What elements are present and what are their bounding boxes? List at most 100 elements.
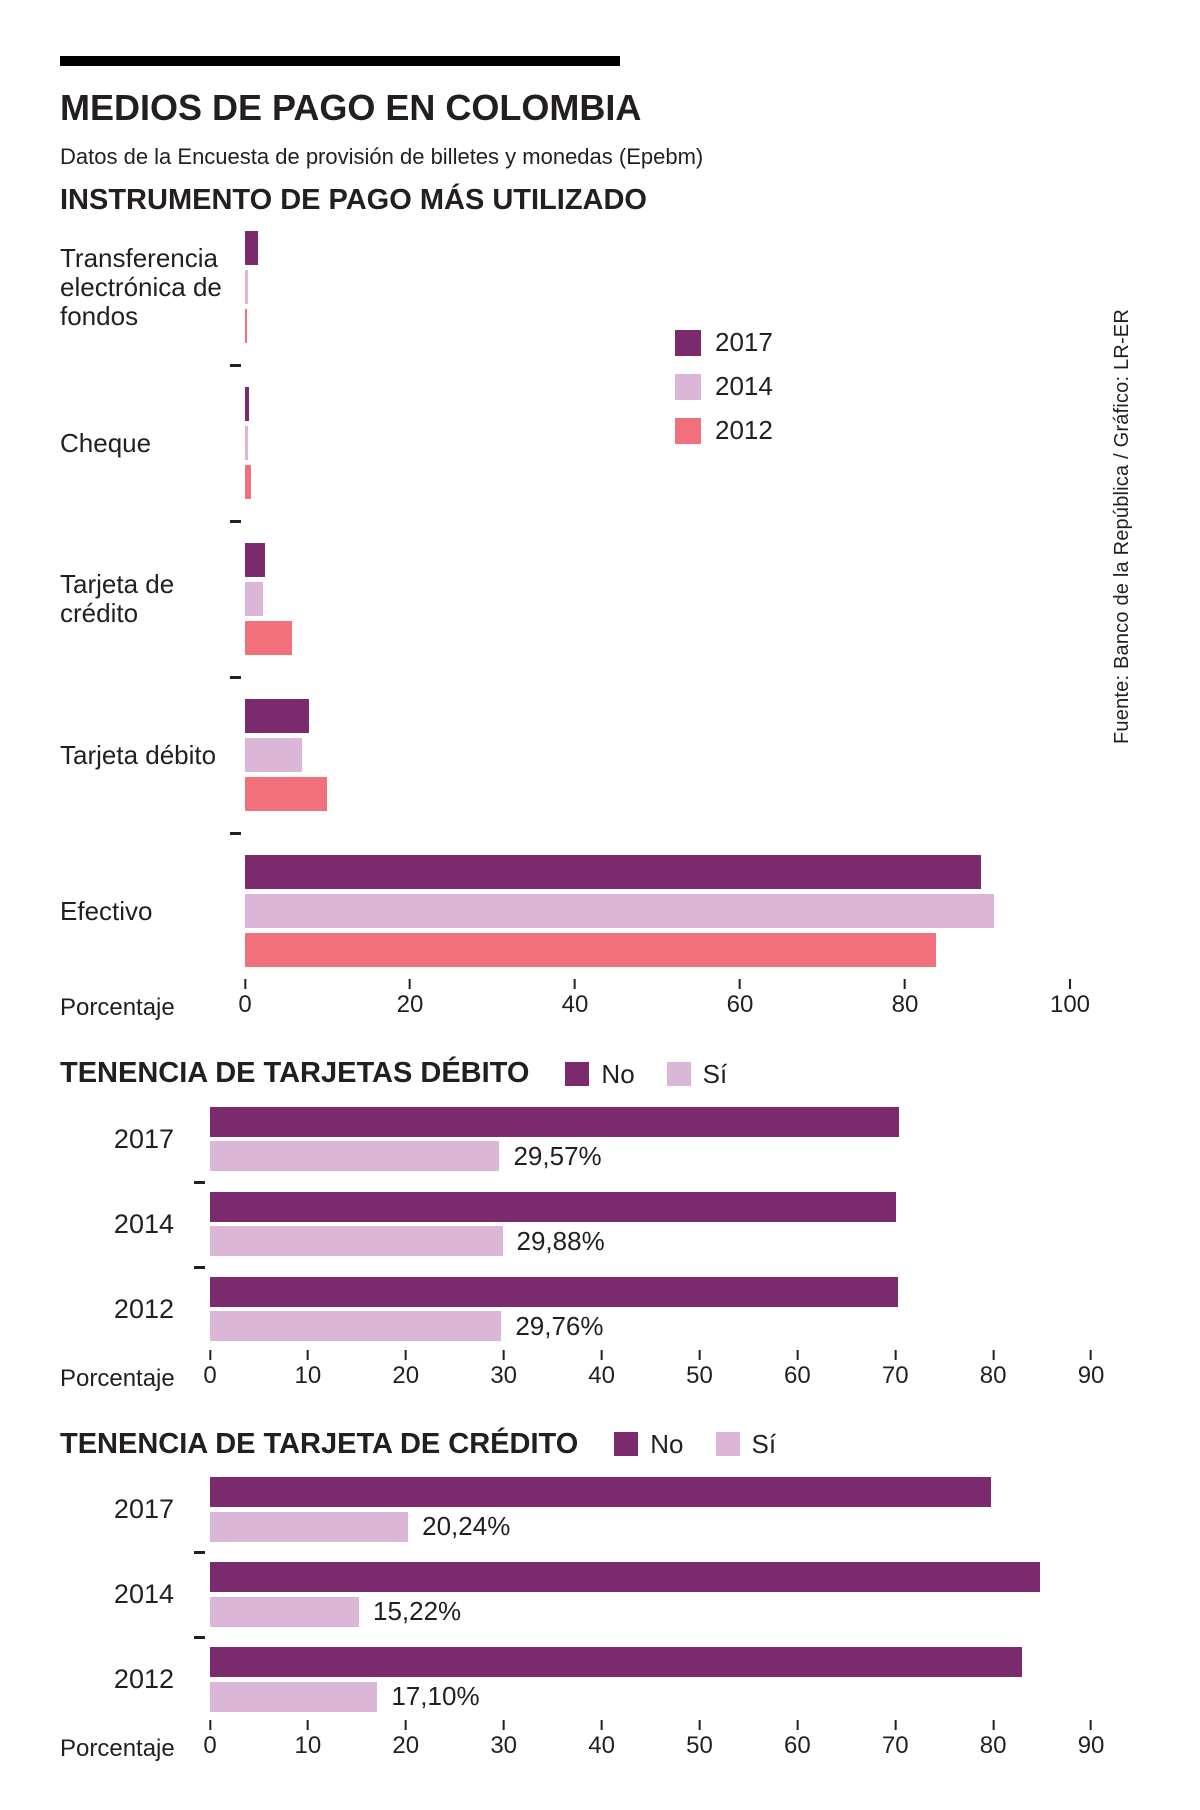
tick-mark [600, 1349, 603, 1360]
tick-label: 80 [979, 1732, 1007, 1760]
tick-label: 60 [784, 1361, 811, 1389]
x-tick-20: 20 [392, 1720, 419, 1759]
value-label: 29,76% [515, 1310, 604, 1341]
bar-no-2014 [210, 1191, 897, 1222]
bar-group: 15,22% [210, 1562, 1140, 1627]
bar-2017-transferencia-electr-nica-de-fondos [245, 231, 259, 266]
bar-row-s: 29,76% [210, 1311, 1140, 1342]
y-axis-tick [194, 1551, 205, 1555]
chart-instrumento: INSTRUMENTO DE PAGO MÁS UTILIZADO Transf… [60, 184, 1140, 1029]
tick-label: 80 [891, 991, 919, 1019]
y-axis-tick [230, 520, 241, 524]
category-group-tarjeta-d-bito: Tarjeta débito [60, 699, 1140, 836]
legend-item-2012: 2012 [675, 415, 773, 446]
bar-no-2017 [210, 1477, 991, 1508]
tick-mark [208, 1349, 211, 1360]
tick-label: 0 [203, 1732, 217, 1760]
legend-swatch-no [614, 1432, 639, 1457]
legend-label-si: Sí [702, 1058, 728, 1089]
bar-group: 29,57% [210, 1106, 1140, 1172]
bar-group: 17,10% [210, 1647, 1140, 1712]
x-axis: Porcentaje 0 20 40 60 80 100 [60, 979, 1140, 1029]
x-axis-ticks: 0 10 20 30 40 50 60 70 80 90 [203, 1349, 1140, 1400]
bar-row-s: 20,24% [210, 1511, 1140, 1542]
year-group-2014: 2014 15,22% [60, 1562, 1140, 1640]
y-axis-tick [230, 676, 241, 680]
x-tick-40: 40 [588, 1349, 615, 1389]
tick-label: 20 [392, 1361, 420, 1389]
legend-item-2017: 2017 [675, 327, 773, 358]
x-tick-40: 40 [588, 1720, 615, 1759]
bar-row-s: 17,10% [210, 1681, 1140, 1712]
tick-label: 60 [726, 991, 754, 1019]
bar-s-2017 [210, 1511, 409, 1542]
bar-no-2012 [210, 1647, 1022, 1678]
category-label: Efectivo [60, 895, 153, 926]
bar-group: 29,76% [210, 1276, 1140, 1342]
y-axis-tick [230, 832, 241, 836]
year-label: 2012 [113, 1664, 174, 1695]
y-axis-tick [194, 1180, 205, 1184]
x-tick-80: 80 [980, 1720, 1007, 1759]
tick-mark [404, 1349, 407, 1360]
tick-label: 30 [490, 1732, 518, 1760]
bar-2012-cheque [245, 465, 251, 500]
tick-label: 40 [588, 1732, 615, 1760]
legend: 2017 2014 2012 [675, 327, 773, 446]
bar-no-2017 [210, 1106, 900, 1137]
bar-group [245, 387, 1070, 500]
x-tick-50: 50 [686, 1720, 713, 1759]
bar-2017-tarjeta-de-cr-dito [245, 543, 265, 578]
chart-instrumento-plot: Transferencia electrónica de fondos Chequ… [60, 231, 1140, 1029]
tick-label: 20 [392, 1732, 420, 1760]
tick-label: 80 [979, 1361, 1007, 1389]
tick-mark [502, 1349, 505, 1360]
page-title: MEDIOS DE PAGO EN COLOMBIA [60, 87, 642, 128]
x-tick-30: 30 [490, 1720, 517, 1759]
tick-label: 10 [294, 1732, 322, 1760]
tick-mark [208, 1720, 211, 1731]
legend-swatch-2017 [675, 329, 701, 356]
x-tick-0: 0 [203, 1349, 217, 1389]
bar-2017-tarjeta-d-bito [245, 699, 309, 734]
bar-group [245, 699, 1070, 812]
tick-mark [408, 979, 411, 990]
year-label: 2012 [113, 1293, 174, 1324]
tick-label: 10 [294, 1361, 322, 1389]
x-axis: Porcentaje 0 10 20 30 40 50 60 70 80 90 [60, 1349, 1140, 1400]
legend: No Sí [614, 1429, 776, 1460]
x-tick-0: 0 [203, 1720, 217, 1760]
legend-label-no: No [601, 1058, 635, 1089]
tick-label: 0 [203, 1361, 217, 1389]
chart-instrumento-title: INSTRUMENTO DE PAGO MÁS UTILIZADO [60, 183, 647, 216]
x-axis-label: Porcentaje [60, 1364, 175, 1392]
bar-2014-transferencia-electr-nica-de-fondos [245, 270, 249, 305]
bar-group: 29,88% [210, 1191, 1140, 1257]
x-tick-90: 90 [1078, 1720, 1104, 1759]
legend-swatch-si [666, 1062, 691, 1086]
tick-mark [894, 1720, 897, 1731]
x-tick-10: 10 [294, 1349, 322, 1389]
bar-row-s: 29,88% [210, 1226, 1140, 1257]
chart-debito-title: TENENCIA DE TARJETAS DÉBITO [60, 1057, 530, 1090]
x-tick-80: 80 [979, 1349, 1007, 1389]
legend-swatch-no [565, 1062, 590, 1086]
y-axis-tick [194, 1636, 205, 1640]
bar-row-no [210, 1106, 1140, 1137]
top-rule [60, 56, 620, 66]
bar-row-no [210, 1276, 1140, 1307]
bar-2012-efectivo [245, 933, 936, 968]
category-group-efectivo: Efectivo [60, 855, 1140, 968]
tick-mark [796, 1720, 799, 1731]
source-credit: Fuente: Banco de la República / Gráfico:… [1111, 309, 1133, 745]
bar-s-2012 [210, 1681, 378, 1712]
x-axis-label: Porcentaje [60, 1735, 175, 1763]
x-tick-80: 80 [891, 979, 919, 1019]
tick-mark [698, 1720, 701, 1731]
chart-credito-title: TENENCIA DE TARJETA DE CRÉDITO [60, 1427, 579, 1460]
value-label: 17,10% [391, 1681, 480, 1712]
x-tick-50: 50 [686, 1349, 713, 1389]
value-label: 20,24% [422, 1511, 511, 1542]
year-group-2017: 2017 29,57% [60, 1106, 1140, 1184]
